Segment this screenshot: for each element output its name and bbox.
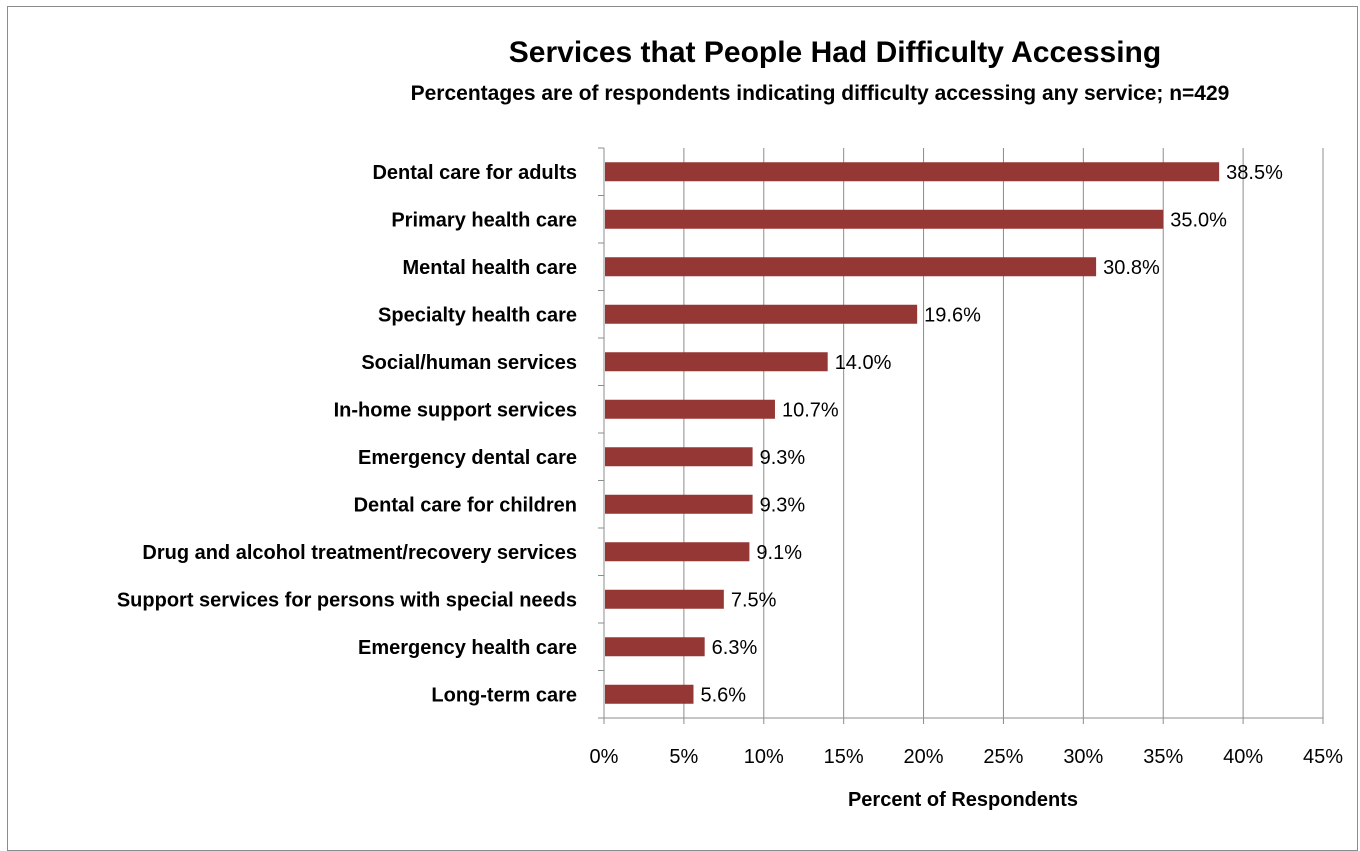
bars [605, 162, 1220, 704]
bar [605, 162, 1220, 182]
x-tick-label: 20% [904, 746, 944, 768]
bar [605, 589, 724, 609]
axes [598, 147, 1324, 724]
x-tick-label: 15% [824, 746, 864, 768]
x-tick-labels: 0% 5% 10% 15% 20% 25% 30% 35% 40% 45% [590, 746, 1344, 768]
value-label: 14.0% [835, 352, 892, 374]
bar [605, 637, 705, 657]
value-label: 7.5% [731, 589, 777, 611]
x-tick-label: 40% [1223, 746, 1263, 768]
bar [605, 542, 750, 562]
category-label: Specialty health care [378, 304, 577, 326]
category-labels: Dental care for adults Primary health car… [117, 162, 577, 707]
category-label: Emergency dental care [358, 447, 577, 469]
category-label: In-home support services [334, 399, 577, 421]
category-label: Primary health care [391, 209, 577, 231]
value-label: 9.3% [760, 447, 806, 469]
category-label: Support services for persons with specia… [117, 589, 577, 611]
category-label: Mental health care [402, 257, 577, 279]
category-label: Dental care for adults [372, 162, 577, 184]
chart-frame [7, 6, 1358, 851]
x-tick-label: 10% [744, 746, 784, 768]
x-tick-label: 45% [1303, 746, 1343, 768]
value-label: 30.8% [1103, 257, 1160, 279]
value-label: 6.3% [712, 637, 758, 659]
x-tick-label: 30% [1063, 746, 1103, 768]
value-label: 5.6% [700, 684, 746, 706]
category-label: Dental care for children [354, 494, 577, 516]
value-label: 9.1% [756, 542, 802, 564]
value-labels: 38.5% 35.0% 30.8% 19.6% 14.0% 10.7% 9.3% 9.3% 9.… [700, 162, 1283, 707]
value-label: 10.7% [782, 399, 839, 421]
value-label: 9.3% [760, 494, 806, 516]
value-label: 19.6% [924, 304, 981, 326]
category-label: Emergency health care [358, 637, 577, 659]
bar [605, 494, 753, 514]
x-tick-label: 35% [1143, 746, 1183, 768]
category-label: Long-term care [431, 684, 577, 706]
x-tick-label: 25% [983, 746, 1023, 768]
bar [605, 304, 918, 324]
x-tick-label: 0% [590, 746, 619, 768]
bar [605, 447, 753, 467]
x-axis-title: Percent of Respondents [848, 789, 1078, 811]
bar [605, 257, 1097, 277]
value-label: 38.5% [1226, 162, 1283, 184]
bar [605, 209, 1164, 229]
bar [605, 399, 775, 419]
bar [605, 684, 694, 704]
category-label: Social/human services [361, 352, 577, 374]
category-label: Drug and alcohol treatment/recovery serv… [142, 542, 577, 564]
chart-title: Services that People Had Difficulty Acce… [508, 36, 1162, 69]
bar [605, 352, 828, 372]
gridlines [683, 148, 1324, 718]
x-tick-label: 5% [669, 746, 698, 768]
chart-subtitle: Percentages are of respondents indicatin… [410, 82, 1230, 105]
value-label: 35.0% [1170, 209, 1227, 231]
